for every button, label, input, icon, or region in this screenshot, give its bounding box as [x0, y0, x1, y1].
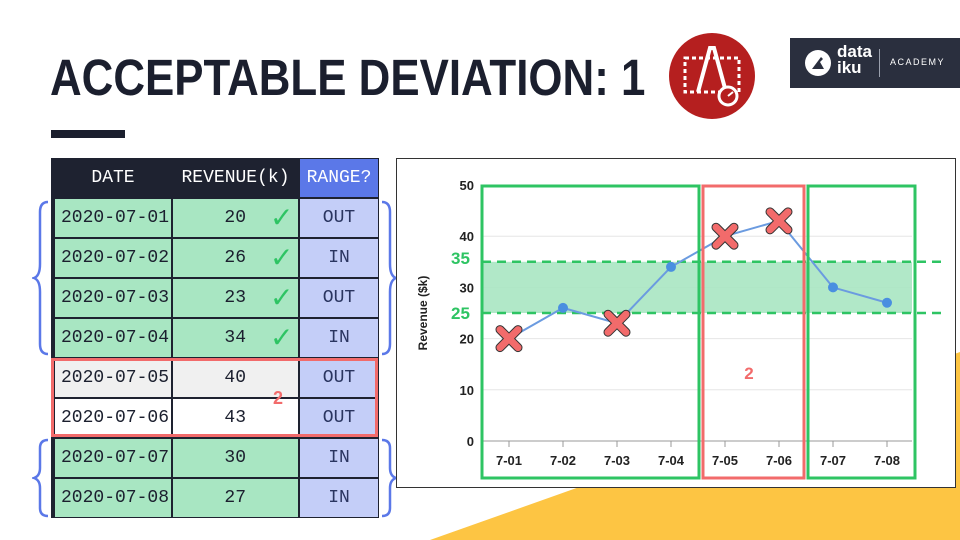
left-brace-bottom — [32, 438, 49, 518]
deviation-count-label: 2 — [273, 388, 284, 408]
data-point — [666, 261, 676, 272]
checkmark-icon: ✓ — [270, 321, 294, 354]
date-cell: 2020-07-06 — [51, 398, 172, 438]
band-upper-label: 35 — [451, 249, 470, 268]
checkmark-icon: ✓ — [270, 281, 294, 314]
out-of-range-x-marker — [495, 325, 523, 353]
title-underline — [51, 130, 125, 138]
out-of-range-x-marker — [603, 309, 631, 337]
chart-canvas: 0 10 20 30 40 50 35 25 7-01 7-02 7-03 7-04 7-05 7-06 7… — [416, 178, 942, 480]
date-cell: 2020-07-03 — [51, 278, 172, 318]
x-tick-label: 7-01 — [496, 453, 522, 468]
header-date: DATE — [51, 158, 172, 198]
x-tick-label: 7-07 — [820, 453, 846, 468]
out-of-range-x-marker — [765, 207, 793, 235]
in-range-group-box — [480, 184, 701, 480]
range-cell: OUT — [299, 278, 379, 318]
date-cell: 2020-07-08 — [51, 478, 172, 518]
left-brace-top — [32, 200, 49, 356]
out-of-range-x-marker — [711, 222, 739, 250]
x-tick-label: 7-05 — [712, 453, 738, 468]
y-tick-label: 10 — [460, 383, 474, 398]
revenue-chart: 0 10 20 30 40 50 35 25 7-01 7-02 7-03 7-04 7-05 7-06 7… — [396, 158, 956, 488]
range-cell: IN — [299, 478, 379, 518]
x-tick-label: 7-04 — [658, 453, 685, 468]
right-brace-top — [381, 200, 398, 356]
x-tick-label: 7-06 — [766, 453, 792, 468]
range-cell: IN — [299, 438, 379, 478]
revenue-cell: 43 — [172, 398, 299, 438]
data-point — [828, 282, 838, 293]
y-tick-label: 30 — [460, 280, 474, 295]
y-tick-label: 0 — [467, 434, 474, 449]
revenue-cell: 34 — [172, 318, 299, 358]
header-range: RANGE? — [299, 158, 379, 198]
date-cell: 2020-07-05 — [51, 358, 172, 398]
brand-logo: data iku ACADEMY — [790, 38, 960, 88]
range-cell: OUT — [299, 398, 379, 438]
dataiku-bird-icon — [805, 50, 831, 76]
date-cell: 2020-07-04 — [51, 318, 172, 358]
data-point — [882, 297, 892, 308]
measurement-icon — [669, 33, 755, 119]
range-cell: OUT — [299, 198, 379, 238]
header-revenue: REVENUE(k) — [172, 158, 299, 198]
y-tick-label: 50 — [460, 178, 474, 193]
brand-name: data iku — [837, 42, 872, 77]
slide-title: ACCEPTABLE DEVIATION: 1 — [50, 49, 646, 106]
x-tick-label: 7-02 — [550, 453, 576, 468]
date-cell: 2020-07-01 — [51, 198, 172, 238]
y-axis-label: Revenue ($k) — [416, 276, 430, 351]
right-brace-bottom — [381, 438, 398, 518]
range-cell: IN — [299, 238, 379, 278]
acceptable-range-band — [482, 261, 912, 313]
y-tick-label: 40 — [460, 229, 474, 244]
brand-separator — [879, 49, 880, 77]
data-point — [558, 302, 568, 313]
revenue-cell: 20 — [172, 198, 299, 238]
date-cell: 2020-07-07 — [51, 438, 172, 478]
x-tick-label: 7-08 — [874, 453, 900, 468]
date-cell: 2020-07-02 — [51, 238, 172, 278]
range-cell: OUT — [299, 358, 379, 398]
revenue-cell: 26 — [172, 238, 299, 278]
chart-deviation-label: 2 — [744, 364, 753, 383]
x-tick-label: 7-03 — [604, 453, 630, 468]
in-range-group-box — [806, 184, 917, 480]
checkmark-icon: ✓ — [270, 241, 294, 274]
revenue-cell: 23 — [172, 278, 299, 318]
revenue-cell: 27 — [172, 478, 299, 518]
band-lower-label: 25 — [451, 304, 470, 323]
checkmark-icon: ✓ — [270, 201, 294, 234]
revenue-cell: 30 — [172, 438, 299, 478]
range-cell: IN — [299, 318, 379, 358]
brand-academy-label: ACADEMY — [890, 57, 946, 67]
deviation-group-box — [701, 184, 806, 480]
y-tick-label: 20 — [460, 332, 474, 347]
